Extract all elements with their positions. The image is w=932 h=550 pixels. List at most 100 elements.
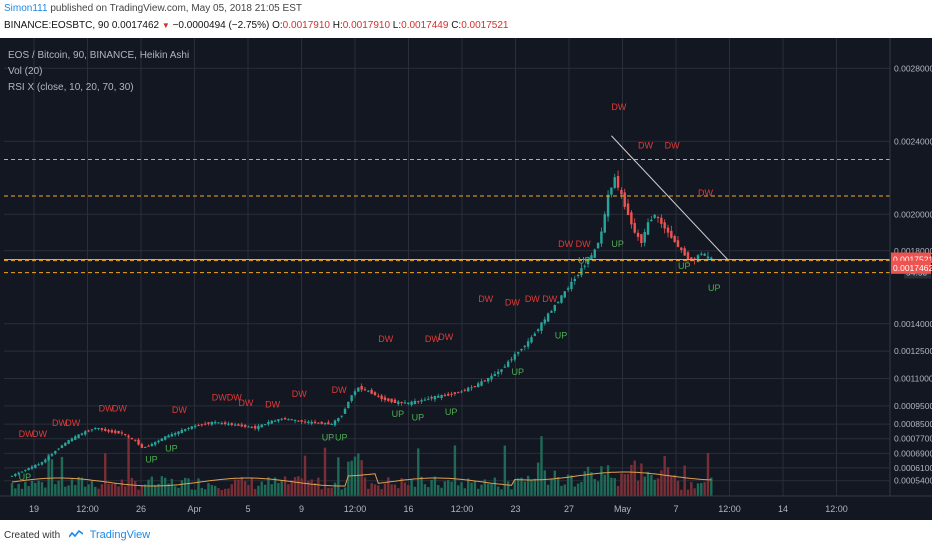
- candle-body: [84, 431, 87, 435]
- candle-body: [563, 291, 566, 298]
- candle-body: [420, 400, 423, 402]
- candle-body: [377, 395, 380, 397]
- ohlc-line: BINANCE:EOSBTC, 90 0.0017462 ▼ −0.000049…: [4, 20, 508, 31]
- volume-bar: [490, 483, 493, 496]
- volume-bar: [220, 489, 223, 496]
- candle-body: [383, 397, 387, 401]
- volume-bar: [134, 481, 137, 496]
- volume-bar: [27, 486, 30, 496]
- volume-bar: [210, 485, 213, 496]
- volume-bar: [437, 485, 440, 496]
- volume-bar: [367, 488, 370, 496]
- volume-bar: [706, 453, 710, 496]
- volume-bar: [10, 483, 14, 496]
- volume-bar: [546, 484, 550, 496]
- candle-body: [230, 423, 233, 426]
- price-axis-label: 0.0012500: [894, 346, 932, 356]
- candle-body: [137, 439, 140, 445]
- volume-bar: [387, 477, 390, 496]
- candle-body: [710, 257, 713, 259]
- author-link[interactable]: Simon111: [4, 3, 48, 14]
- signal-dw: DW: [99, 403, 114, 413]
- volume-bar: [566, 474, 570, 496]
- volume-bar: [177, 487, 180, 496]
- candle-body: [560, 295, 563, 303]
- publication-line: Simon111 published on TradingView.com, M…: [4, 3, 302, 14]
- volume-bar: [14, 488, 17, 496]
- price-axis-label: 0.0006100: [894, 463, 932, 473]
- candle-body: [327, 422, 330, 425]
- candle-body: [636, 232, 640, 237]
- candle-body: [373, 392, 377, 396]
- candle-body: [666, 227, 670, 233]
- volume-bar: [47, 453, 50, 496]
- volume-bar: [260, 481, 263, 496]
- candle-body: [696, 255, 700, 262]
- volume-bar: [250, 477, 253, 496]
- candle-body: [686, 252, 690, 260]
- legend-main-series[interactable]: EOS / Bitcoin, 90, BINANCE, Heikin Ashi: [8, 50, 190, 61]
- volume-bar: [486, 483, 490, 496]
- time-axis-label: 5: [245, 504, 250, 514]
- candle-body: [160, 438, 164, 441]
- volume-bar: [114, 483, 117, 496]
- candle-body: [257, 425, 260, 430]
- candle-body: [163, 436, 167, 440]
- candle-body: [77, 434, 80, 439]
- candle-body: [653, 214, 656, 218]
- price-axis-label: 0.0007700: [894, 434, 932, 444]
- volume-bar: [683, 465, 686, 496]
- candle-body: [576, 274, 580, 276]
- volume-bar: [560, 485, 563, 496]
- candle-body: [493, 374, 497, 376]
- volume-bar: [403, 482, 407, 496]
- candle-body: [97, 428, 100, 430]
- tradingview-brand[interactable]: TradingView: [89, 529, 151, 541]
- signal-dw: DW: [638, 141, 653, 151]
- signal-up: UP: [512, 367, 525, 377]
- candle-body: [656, 217, 660, 219]
- signal-dw: DW: [112, 403, 127, 413]
- candle-body: [104, 428, 107, 431]
- candle-body: [590, 255, 593, 261]
- candle-body: [170, 434, 174, 437]
- candle-body: [573, 278, 576, 282]
- volume-bar: [690, 482, 693, 496]
- candle-body: [263, 424, 267, 426]
- volume-bar: [583, 471, 586, 496]
- volume-bar: [203, 489, 207, 496]
- legend-rsi[interactable]: RSI X (close, 10, 20, 70, 30): [8, 82, 134, 93]
- high-value: 0.0017910: [342, 20, 391, 31]
- candle-body: [690, 257, 693, 260]
- chart-panel[interactable]: DW DW DW DW DW DW DW DWDW DW DW DW DW DW DW DW DW DW DW D…: [0, 38, 932, 520]
- volume-bar: [460, 482, 463, 496]
- price-badge-label: 0.0017521: [893, 255, 932, 265]
- signal-dw: DW: [332, 385, 347, 395]
- candle-body: [530, 337, 533, 343]
- volume-bar: [130, 477, 134, 496]
- volume-bar: [317, 477, 320, 496]
- volume-bar: [17, 483, 20, 496]
- candle-body: [147, 445, 150, 447]
- legend-volume[interactable]: Vol (20): [8, 66, 43, 77]
- volume-bar: [87, 484, 90, 496]
- volume-bar: [453, 445, 457, 496]
- volume-bar: [477, 488, 480, 496]
- candle-body: [197, 425, 200, 427]
- candle-body: [650, 219, 653, 222]
- volume-bar: [193, 489, 197, 496]
- volume-bar: [530, 479, 533, 496]
- candle-body: [523, 345, 527, 348]
- candle-body: [250, 426, 253, 428]
- time-axis-label: 12:00: [451, 504, 474, 514]
- candle-body: [20, 471, 24, 473]
- candle-body: [357, 387, 360, 392]
- time-axis-label: 27: [564, 504, 574, 514]
- candle-body: [187, 427, 190, 429]
- volume-bar: [357, 453, 360, 496]
- volume-bar: [420, 476, 423, 496]
- volume-bar: [180, 480, 184, 496]
- volume-bar: [493, 477, 497, 496]
- volume-bar: [163, 477, 167, 496]
